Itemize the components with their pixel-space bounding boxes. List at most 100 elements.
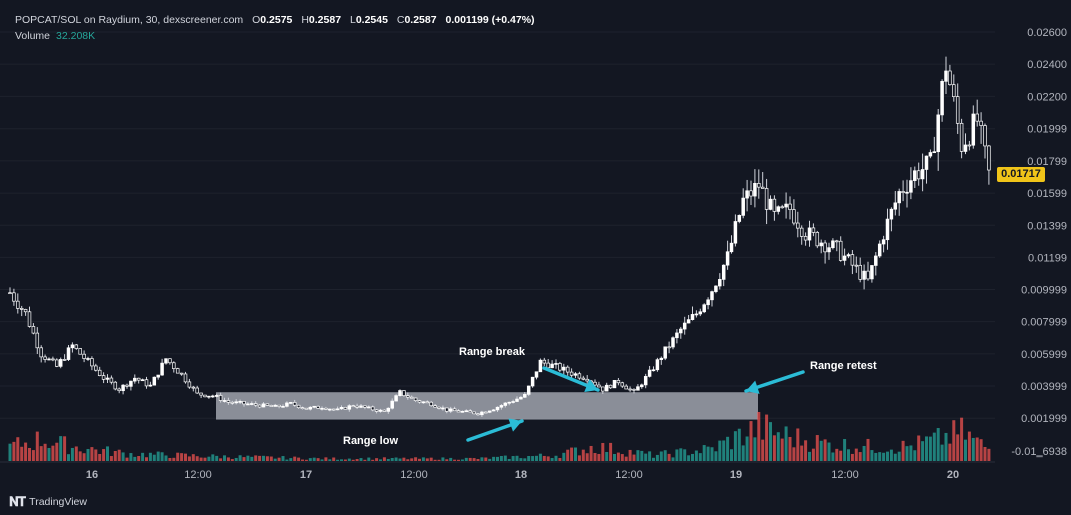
- volume-bar: [238, 455, 242, 461]
- volume-bar: [156, 451, 160, 461]
- candle-body: [109, 377, 114, 383]
- volume-bar: [35, 431, 39, 461]
- time-axis[interactable]: 16 12:00 17 12:00 18 12:00 19 12:00 20: [86, 469, 959, 481]
- volume-bar: [379, 459, 382, 461]
- candle-body: [846, 254, 851, 257]
- candle-body: [160, 362, 164, 376]
- volume-bar: [866, 438, 870, 461]
- tradingview-branding[interactable]: 𝐍𝐓 TradingView: [9, 494, 87, 510]
- volume-bar: [550, 458, 554, 461]
- volume-bar: [297, 457, 301, 461]
- candle-body: [710, 291, 714, 301]
- volume-bar: [301, 459, 304, 461]
- volume-bar: [792, 447, 796, 461]
- volume-bar: [468, 457, 472, 461]
- candle-body: [772, 198, 777, 212]
- candle-body: [866, 270, 870, 280]
- volume-bar: [581, 449, 585, 461]
- volume-bar: [121, 452, 125, 461]
- candle-body: [406, 395, 410, 398]
- volume-bar: [441, 457, 445, 461]
- candle-body: [491, 409, 496, 412]
- candle-body: [164, 358, 168, 364]
- candle-body: [659, 357, 664, 361]
- volume-bar: [967, 431, 971, 461]
- candle-body: [967, 144, 972, 147]
- volume-bar: [538, 453, 542, 461]
- candle-body: [433, 405, 437, 408]
- volume-bar: [878, 452, 882, 461]
- candle-body: [12, 292, 16, 302]
- volume-bar: [453, 459, 457, 461]
- candle-body: [172, 362, 176, 369]
- candle-body: [640, 384, 644, 388]
- price-tick-label: 0.01799: [1027, 156, 1067, 168]
- volume-bar: [152, 454, 156, 461]
- price-axis[interactable]: 0.02600 0.02400 0.02200 0.01999 0.01799 0.015…: [1011, 27, 1067, 458]
- volume-bar: [109, 456, 113, 461]
- candle-body: [168, 358, 172, 364]
- candle-body: [628, 388, 632, 391]
- volume-bar: [336, 459, 340, 461]
- candle-body: [289, 402, 293, 404]
- candle-body: [983, 125, 987, 147]
- candle-body: [558, 363, 562, 371]
- volume-bar: [558, 458, 562, 461]
- candle-body: [718, 279, 722, 287]
- volume-label[interactable]: Volume: [15, 30, 51, 42]
- volume-bar: [882, 452, 886, 461]
- candle-body: [296, 404, 301, 409]
- range-retest-arrow-head: [746, 380, 760, 394]
- volume-bar: [63, 436, 67, 461]
- candle-body: [799, 227, 804, 237]
- volume-bar: [659, 451, 663, 461]
- volume-value: 32.208K: [56, 30, 96, 42]
- candle-body: [792, 209, 796, 224]
- candle-body: [281, 405, 285, 408]
- candle-body: [959, 122, 964, 152]
- time-tick-label: 12:00: [831, 469, 859, 481]
- candle-body: [757, 183, 761, 188]
- candle-body: [359, 405, 363, 408]
- open-value: 0.2575: [260, 14, 293, 26]
- open-label: O: [252, 14, 261, 26]
- candle-body: [901, 191, 905, 194]
- volume-bar: [78, 451, 82, 461]
- volume-bar: [523, 458, 527, 461]
- volume-bar: [870, 450, 874, 461]
- annotation-range-break: Range break: [459, 346, 526, 358]
- time-tick-label: 20: [947, 469, 959, 481]
- volume-bar: [936, 428, 940, 461]
- volume-bar: [82, 453, 86, 461]
- volume-bar: [460, 459, 464, 461]
- volume-bar: [636, 450, 640, 461]
- volume-bar: [492, 456, 496, 461]
- volume-bar: [484, 457, 488, 461]
- volume-bar: [909, 445, 913, 461]
- volume-bar: [527, 455, 531, 461]
- time-tick-label: 16: [86, 469, 98, 481]
- high-label: H: [301, 14, 309, 26]
- candle-body: [721, 264, 726, 280]
- candle-body: [889, 208, 894, 220]
- volume-bar: [796, 428, 800, 461]
- candle-body: [725, 251, 730, 266]
- candle-body: [312, 405, 316, 408]
- volume-bar: [106, 446, 109, 461]
- volume-bar: [39, 446, 43, 461]
- price-tick-label: 0.009999: [1021, 284, 1067, 296]
- volume-bar: [277, 457, 281, 461]
- candle-body: [230, 401, 235, 404]
- volume-bar: [667, 453, 671, 461]
- candle-body: [612, 380, 617, 389]
- volume-bar: [47, 447, 51, 461]
- volume-bar: [390, 458, 394, 461]
- symbol-title[interactable]: POPCAT/SOL on Raydium, 30, dexscreener.c…: [15, 14, 244, 26]
- time-tick-label: 12:00: [184, 469, 212, 481]
- candle-body: [519, 396, 523, 400]
- candle-body: [562, 366, 566, 371]
- volume-bar: [184, 453, 187, 461]
- candle-body: [573, 373, 578, 376]
- volume-bar: [281, 456, 285, 461]
